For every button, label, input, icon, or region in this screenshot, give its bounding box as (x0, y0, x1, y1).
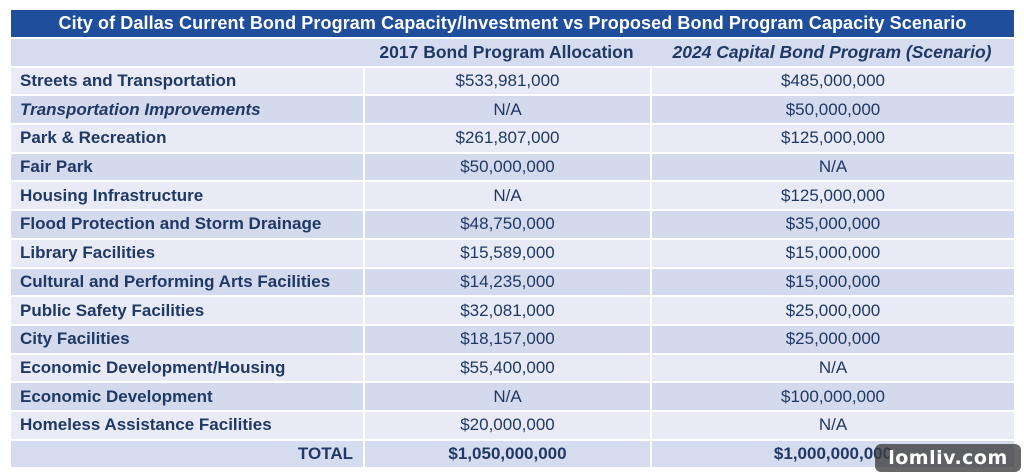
header-2024-scenario: 2024 Capital Bond Program (Scenario) (650, 39, 1014, 66)
bond-table-container: City of Dallas Current Bond Program Capa… (11, 8, 1014, 469)
total-label: TOTAL (11, 440, 363, 468)
row-category: Park & Recreation (11, 125, 363, 152)
row-category: Fair Park (11, 153, 363, 181)
row-2017-value: N/A (363, 96, 650, 124)
table-body: Streets and Transportation $533,981,000 $4… (11, 67, 1014, 439)
row-category: Public Safety Facilities (11, 297, 363, 324)
row-category: Cultural and Performing Arts Facilities (11, 268, 363, 296)
table-row: Transportation Improvements N/A $50,000,00… (11, 96, 1014, 124)
row-2024-value: $35,000,000 (650, 211, 1014, 238)
table-row: Park & Recreation $261,807,000 $125,000,00… (11, 125, 1014, 152)
row-2024-value: N/A (650, 411, 1014, 439)
row-category: City Facilities (11, 325, 363, 353)
row-2017-value: $18,157,000 (363, 325, 650, 353)
table-row: Homeless Assistance Facilities $20,000,00… (11, 411, 1014, 439)
table-row: Flood Protection and Storm Drainage $48,7… (11, 211, 1014, 238)
table-row: Public Safety Facilities $32,081,000 $25,0… (11, 297, 1014, 324)
row-2017-value: N/A (363, 182, 650, 210)
row-2017-value: N/A (363, 383, 650, 410)
row-2017-value: $15,589,000 (363, 239, 650, 267)
table-row: Housing Infrastructure N/A $125,000,000 (11, 182, 1014, 210)
row-2017-value: $48,750,000 (363, 211, 650, 238)
row-2024-value: $485,000,000 (650, 67, 1014, 95)
header-category (11, 39, 363, 66)
row-2017-value: $50,000,000 (363, 153, 650, 181)
row-category: Economic Development/Housing (11, 354, 363, 382)
row-2024-value: $125,000,000 (650, 182, 1014, 210)
row-category: Flood Protection and Storm Drainage (11, 211, 363, 238)
table-row: Cultural and Performing Arts Facilities $… (11, 268, 1014, 296)
row-2024-value: $15,000,000 (650, 268, 1014, 296)
row-2017-value: $20,000,000 (363, 411, 650, 439)
row-2017-value: $14,235,000 (363, 268, 650, 296)
row-2017-value: $533,981,000 (363, 67, 650, 95)
bond-program-table: City of Dallas Current Bond Program Capa… (11, 8, 1014, 469)
row-2017-value: $261,807,000 (363, 125, 650, 152)
row-category: Housing Infrastructure (11, 182, 363, 210)
row-2024-value: $100,000,000 (650, 383, 1014, 410)
column-header-row: 2017 Bond Program Allocation 2024 Capita… (11, 39, 1014, 66)
table-row: Fair Park $50,000,000 N/A (11, 153, 1014, 181)
row-category: Streets and Transportation (11, 67, 363, 95)
row-category: Economic Development (11, 383, 363, 410)
table-row: Streets and Transportation $533,981,000 $4… (11, 67, 1014, 95)
row-category: Transportation Improvements (11, 96, 363, 124)
table-row: Economic Development/Housing $55,400,000 N… (11, 354, 1014, 382)
table-title: City of Dallas Current Bond Program Capa… (11, 10, 1014, 37)
row-2024-value: $50,000,000 (650, 96, 1014, 124)
header-2017-allocation: 2017 Bond Program Allocation (363, 39, 650, 66)
row-2024-value: $125,000,000 (650, 125, 1014, 152)
row-2024-value: N/A (650, 354, 1014, 382)
watermark-logo: lomliv.com (875, 444, 1021, 472)
row-2017-value: $55,400,000 (363, 354, 650, 382)
row-category: Library Facilities (11, 239, 363, 267)
row-2024-value: $25,000,000 (650, 297, 1014, 324)
table-row: City Facilities $18,157,000 $25,000,000 (11, 325, 1014, 353)
total-row: TOTAL $1,050,000,000 $1,000,000,000 (11, 440, 1014, 468)
total-2017: $1,050,000,000 (363, 440, 650, 468)
table-row: Library Facilities $15,589,000 $15,000,000 (11, 239, 1014, 267)
row-2017-value: $32,081,000 (363, 297, 650, 324)
table-title-row: City of Dallas Current Bond Program Capa… (11, 10, 1014, 37)
row-category: Homeless Assistance Facilities (11, 411, 363, 439)
row-2024-value: N/A (650, 153, 1014, 181)
row-2024-value: $15,000,000 (650, 239, 1014, 267)
row-2024-value: $25,000,000 (650, 325, 1014, 353)
table-row: Economic Development N/A $100,000,000 (11, 383, 1014, 410)
